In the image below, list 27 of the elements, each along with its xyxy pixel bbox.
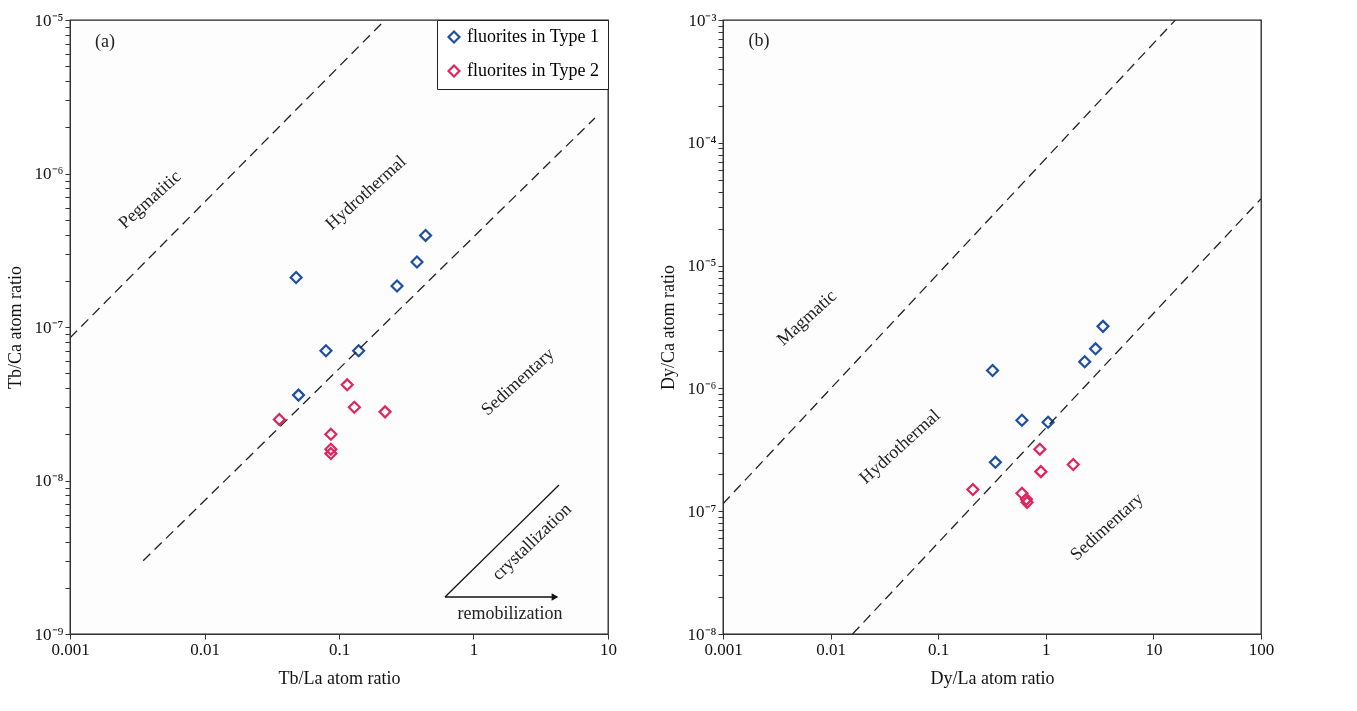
y-axis-title: Tb/Ca atom ratio (4, 266, 25, 389)
y-tick-label: 10⁻⁸ (34, 471, 64, 490)
y-axis-title: Dy/Ca atom ratio (657, 265, 678, 390)
annotation: remobilization (457, 603, 563, 623)
y-tick-label: 10⁻⁶ (687, 378, 717, 398)
y-tick-label: 10⁻⁴ (687, 133, 717, 153)
y-tick-label: 10⁻⁵ (687, 256, 717, 276)
x-axis-title: Tb/La atom ratio (278, 667, 401, 688)
x-tick-label: 10 (600, 639, 617, 659)
x-axis-title: Dy/La atom ratio (930, 667, 1055, 688)
annotation: (a) (95, 31, 115, 52)
x-tick-label: 10 (1145, 639, 1163, 659)
annotation: (b) (748, 30, 770, 51)
x-tick-label: 0.01 (190, 639, 220, 659)
x-tick-label: 100 (1248, 639, 1275, 659)
x-tick-label: 1 (1042, 639, 1051, 659)
x-tick-label: 0.1 (928, 639, 950, 659)
y-tick-label: 10⁻⁷ (34, 317, 64, 337)
x-tick-label: 1 (469, 639, 479, 659)
x-tick-label: 0.01 (816, 639, 846, 659)
legend-label: fluorites in Type 2 (467, 60, 599, 80)
y-tick-label: 10⁻⁶ (34, 164, 64, 183)
y-tick-label: 10⁻³ (688, 10, 717, 30)
legend-label: fluorites in Type 1 (467, 26, 599, 46)
y-tick-label: 10⁻⁷ (687, 501, 717, 521)
y-tick-label: 10⁻⁵ (34, 10, 64, 30)
x-tick-label: 0.1 (328, 639, 351, 659)
